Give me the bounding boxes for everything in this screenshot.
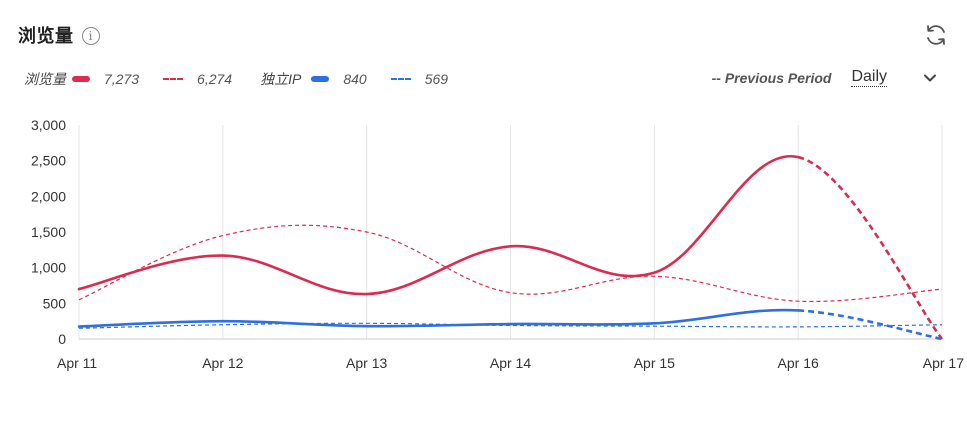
legend: 浏览量 7,273 6,274 独立IP 840 569 — [24, 68, 937, 90]
series-line-current-partial-2 — [798, 309, 943, 341]
period-select-value[interactable]: Daily — [851, 68, 887, 87]
legend-views[interactable]: 浏览量 7,273 6,274 — [24, 69, 232, 89]
period-select[interactable]: Daily — [851, 68, 937, 87]
legend-ip-previous-swatch — [390, 78, 411, 80]
chevron-down-icon[interactable] — [923, 71, 937, 85]
x-tick-label: Apr 15 — [634, 355, 675, 371]
x-tick-label: Apr 16 — [778, 355, 819, 371]
refresh-icon[interactable] — [923, 22, 949, 48]
y-tick-label: 500 — [43, 295, 67, 311]
y-tick-label: 1,000 — [31, 260, 66, 276]
series-line-current-partial-0 — [797, 155, 944, 340]
previous-period-label: -- Previous Period — [711, 69, 832, 86]
y-tick-label: 1,500 — [31, 224, 66, 240]
series-line-current-0 — [77, 154, 800, 296]
legend-ip-current-swatch — [311, 76, 330, 82]
legend-ip-label: 独立IP — [260, 71, 302, 87]
card-title: 浏览量 — [18, 26, 74, 46]
legend-views-previous-value: 6,274 — [197, 71, 233, 87]
x-tick-label: Apr 11 — [57, 355, 97, 371]
legend-views-label: 浏览量 — [24, 71, 66, 87]
legend-ip[interactable]: 独立IP 840 569 — [260, 69, 448, 89]
info-icon[interactable]: i — [81, 27, 100, 45]
x-tick-label: Apr 12 — [202, 355, 243, 371]
series-line-previous-1 — [78, 224, 943, 303]
chart-controls: -- Previous Period Daily — [712, 68, 937, 87]
x-tick-label: Apr 13 — [346, 355, 387, 371]
legend-views-current-swatch — [72, 76, 90, 82]
legend-ip-previous-value: 569 — [424, 71, 449, 87]
y-tick-label: 0 — [58, 331, 66, 347]
legend-views-current-value: 7,273 — [104, 71, 140, 87]
x-tick-label: Apr 14 — [490, 355, 531, 371]
x-tick-label: Apr 17 — [923, 355, 964, 371]
series-line-previous-3 — [78, 322, 943, 329]
series-line-current-2 — [77, 308, 800, 328]
y-tick-label: 3,000 — [31, 117, 66, 133]
legend-views-previous-swatch — [163, 78, 184, 80]
card-header: 浏览量 i — [18, 22, 100, 48]
legend-ip-current-value: 840 — [343, 71, 367, 87]
y-tick-label: 2,000 — [31, 188, 66, 204]
y-tick-label: 2,500 — [31, 153, 66, 169]
